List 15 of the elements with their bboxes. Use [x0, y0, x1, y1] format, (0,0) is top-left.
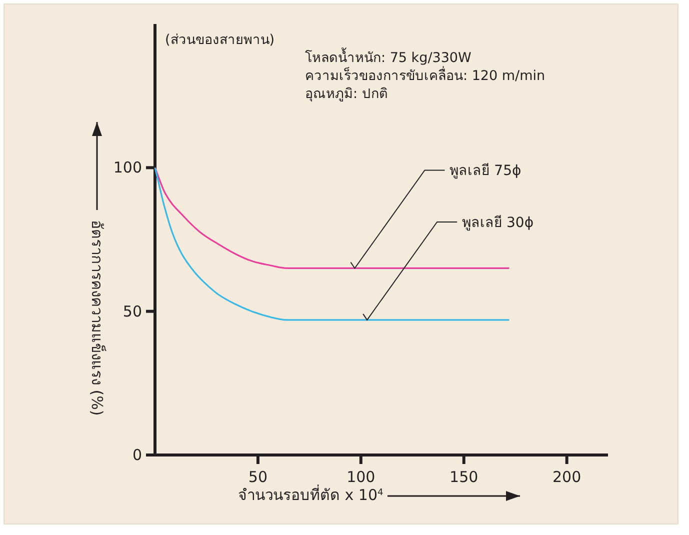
annotation: ความเร็วของการขับเคลื่อน: 120 m/min — [305, 66, 546, 84]
y-axis-title: อัตราการคงความแข็งแรง (%) — [88, 220, 107, 416]
annotation: (ส่วนของสายพาน) — [165, 32, 275, 48]
x-tick-label: 200 — [552, 468, 582, 486]
annotation: พูลเลยี 75ϕ — [450, 163, 522, 180]
y-tick-label: 50 — [122, 302, 142, 320]
x-tick-label: 150 — [450, 468, 478, 486]
annotation: พูลเลยี 30ϕ — [462, 214, 534, 231]
annotation: อุณหภูมิ: ปกติ — [305, 86, 388, 102]
annotation: โหลดน้ำหนัก: 75 kg/330W — [305, 47, 472, 66]
y-tick-label: 0 — [132, 446, 142, 464]
x-axis-title: จำนวนรอบที่ตัด x 10$^{4}$ — [238, 484, 384, 504]
x-tick-label: 100 — [346, 468, 376, 486]
x-tick-label: 50 — [248, 468, 268, 486]
y-tick-label: 100 — [113, 158, 142, 177]
